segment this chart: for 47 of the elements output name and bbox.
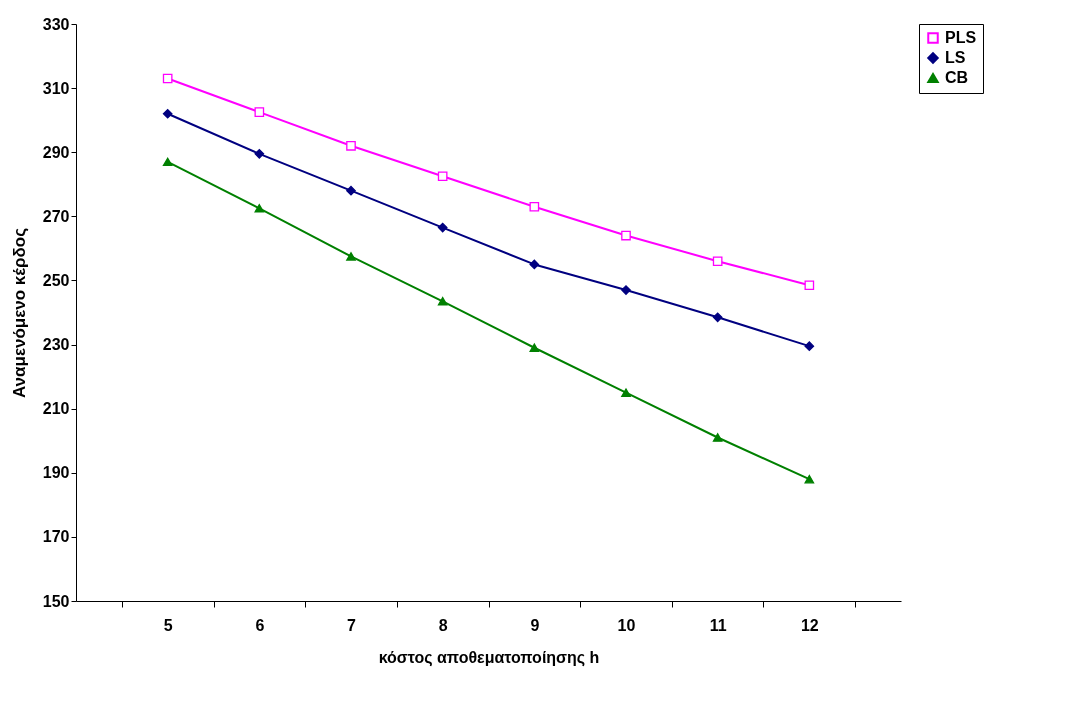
y-tick-label: 230 [42, 336, 70, 354]
x-tick-label: 10 [617, 616, 636, 634]
point [804, 341, 815, 351]
point [346, 140, 356, 151]
point [712, 433, 723, 442]
point [437, 171, 448, 182]
point [254, 148, 265, 159]
x-tick-label: 7 [347, 616, 357, 634]
point [162, 108, 173, 119]
y-axis-title: Αναμενόμενο κέρδος [9, 227, 29, 399]
y-tick-label: 250 [42, 271, 70, 289]
y-tick-label: 170 [42, 528, 70, 546]
x-tick-label: 11 [709, 616, 727, 634]
x-tick-label: 12 [800, 616, 819, 634]
point [254, 107, 265, 117]
point [162, 73, 173, 84]
point [621, 230, 631, 241]
point [804, 474, 815, 484]
legend-label: CB [945, 69, 969, 86]
point [529, 259, 540, 270]
y-tick-label: 190 [42, 464, 70, 482]
point [529, 201, 540, 212]
y-tick-label: 150 [42, 592, 70, 610]
x-tick-label: 6 [255, 616, 265, 634]
x-tick-label: 8 [438, 616, 448, 634]
point [529, 343, 540, 353]
point [712, 256, 723, 267]
x-tick-label: 5 [163, 616, 173, 634]
point [437, 222, 448, 233]
x-axis-title: κόστος αποθεματοποίησης h [378, 648, 600, 667]
point [621, 388, 631, 397]
point [254, 204, 265, 213]
point [437, 297, 448, 306]
point [804, 280, 815, 291]
point [346, 185, 356, 196]
y-tick-label: 210 [42, 400, 70, 418]
y-tick-label: 270 [42, 207, 70, 225]
legend-label: PLS [945, 29, 977, 46]
legend-label: LS [945, 49, 966, 66]
x-tick-label: 9 [530, 616, 540, 634]
y-tick-label: 330 [42, 15, 70, 33]
point [712, 312, 723, 323]
point [621, 285, 631, 295]
y-tick-label: 310 [42, 79, 70, 97]
point [162, 157, 173, 167]
point [346, 252, 356, 261]
y-tick-label: 290 [42, 143, 70, 161]
